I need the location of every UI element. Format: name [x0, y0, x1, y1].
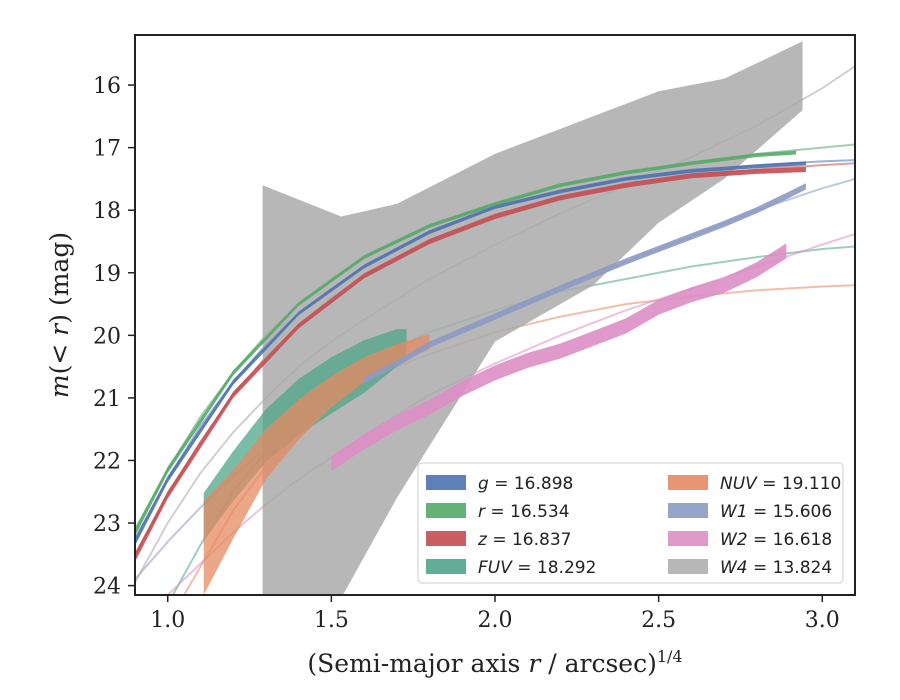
y-tick-label: 18 [93, 199, 121, 224]
legend-swatch-fuv [426, 559, 466, 574]
legend-label-z: z = 16.837 [477, 530, 571, 550]
legend-swatch-w2 [668, 531, 708, 546]
y-tick-label: 17 [93, 137, 121, 162]
legend-swatch-w4 [668, 559, 708, 574]
y-tick-label: 20 [93, 324, 121, 349]
legend-label-w2: W2 = 16.618 [720, 530, 832, 550]
legend-label-fuv: FUV = 18.292 [478, 558, 596, 578]
y-tick-label: 24 [93, 575, 121, 600]
plot-area [135, 41, 855, 595]
x-axis: 1.0 1.5 2.0 2.5 3.0 [150, 595, 840, 633]
legend: g = 16.898 r = 16.534 z = 16.837 FUV = 18.2… [417, 462, 844, 584]
y-axis-label: m(< r) (mag) [45, 232, 74, 398]
legend-label-g: g = 16.898 [478, 474, 573, 494]
y-tick-label: 23 [93, 512, 121, 537]
x-tick-label: 1.5 [314, 608, 349, 633]
x-tick-label: 2.0 [478, 608, 513, 633]
profile-band-w1 [364, 183, 806, 384]
x-tick-label: 1.0 [150, 608, 185, 633]
x-tick-label: 2.5 [641, 608, 676, 633]
legend-label-w1: W1 = 15.606 [720, 502, 832, 522]
legend-swatch-w1 [668, 503, 708, 518]
legend-swatch-z [426, 531, 466, 546]
legend-swatch-nuv [668, 475, 708, 490]
legend-label-r: r = 16.534 [478, 502, 570, 522]
profile-band-nuv [203, 334, 430, 595]
y-tick-label: 22 [93, 449, 121, 474]
y-axis: 16 17 18 19 20 21 22 23 24 [93, 74, 135, 600]
legend-label-nuv: NUV = 19.110 [720, 474, 841, 494]
legend-swatch-r [426, 503, 466, 518]
y-tick-label: 19 [93, 262, 121, 287]
y-tick-label: 16 [93, 74, 121, 99]
legend-box [417, 462, 844, 584]
legend-swatch-g [426, 475, 466, 490]
y-tick-label: 21 [93, 387, 121, 412]
x-axis-label: (Semi-major axis r / arcsec)1/4 [307, 647, 682, 678]
legend-label-w4: W4 = 13.824 [720, 558, 832, 578]
x-tick-label: 3.0 [805, 608, 840, 633]
profile-band-w2 [331, 243, 787, 472]
